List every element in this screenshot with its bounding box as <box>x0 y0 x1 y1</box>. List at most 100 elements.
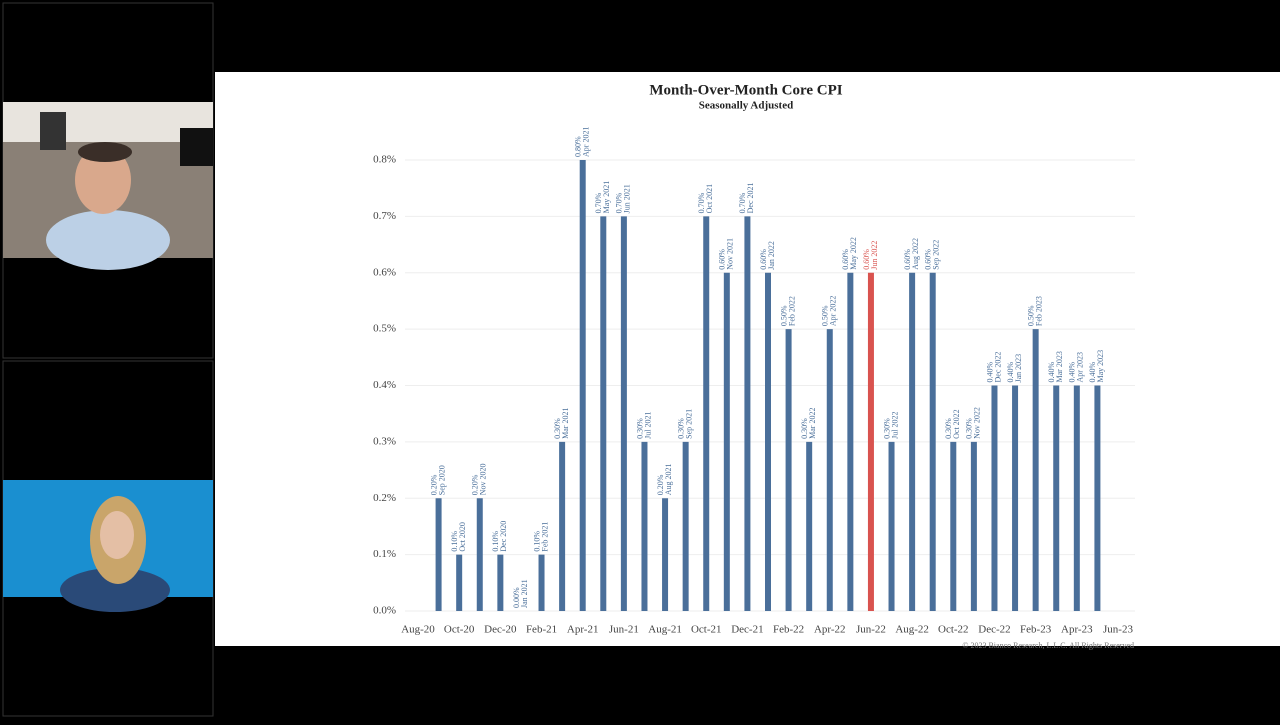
value-label: 0.30% <box>965 418 974 439</box>
value-label: 0.70% <box>697 192 706 213</box>
bar-label: Oct 2022 <box>952 409 961 439</box>
x-tick-label: Aug-21 <box>648 624 682 636</box>
value-label: 0.70% <box>738 192 747 213</box>
value-label: 0.20% <box>471 474 480 495</box>
x-tick-label: Dec-22 <box>978 624 1010 636</box>
bar-label: Dec 2022 <box>993 352 1002 383</box>
bar <box>950 441 957 611</box>
bar-label: Sep 2022 <box>932 240 941 270</box>
value-label: 0.10% <box>450 531 459 552</box>
bar-label: Jan 2023 <box>1014 354 1023 383</box>
bar <box>1053 385 1060 611</box>
bar <box>682 441 689 611</box>
x-tick-label: Feb-23 <box>1020 624 1052 636</box>
bar-label: Mar 2021 <box>561 408 570 439</box>
y-tick-label: 0.3% <box>373 435 396 447</box>
chart-subtitle: Seasonally Adjusted <box>699 100 793 112</box>
y-tick-label: 0.8% <box>373 154 396 166</box>
y-tick-label: 0.6% <box>373 266 396 278</box>
y-tick-label: 0.5% <box>373 323 396 335</box>
value-label: 0.40% <box>1047 362 1056 383</box>
bar-label: Aug 2021 <box>664 463 673 495</box>
chart-title: Month-Over-Month Core CPI <box>649 82 842 98</box>
value-label: 0.40% <box>985 362 994 383</box>
bar-label: Mar 2022 <box>808 408 817 439</box>
value-label: 0.70% <box>594 192 603 213</box>
bar <box>826 329 833 611</box>
bar <box>703 216 710 611</box>
value-label: 0.30% <box>800 418 809 439</box>
x-tick-label: Jun-23 <box>1103 624 1133 636</box>
x-tick-label: Dec-20 <box>484 624 517 636</box>
x-tick-label: Oct-21 <box>691 624 722 636</box>
y-tick-label: 0.7% <box>373 210 396 222</box>
bar <box>1032 329 1039 611</box>
face <box>100 511 134 559</box>
x-tick-label: Aug-20 <box>401 624 435 636</box>
value-label: 0.30% <box>635 418 644 439</box>
bar-label: Nov 2020 <box>479 463 488 495</box>
bar <box>970 441 977 611</box>
bar-label: Apr 2022 <box>829 296 838 326</box>
bar <box>765 272 771 611</box>
value-label: 0.30% <box>553 418 562 439</box>
webcam-woman <box>3 480 213 612</box>
bar-label: Mar 2023 <box>1055 351 1064 382</box>
bar <box>806 441 813 611</box>
bar-label: Dec 2020 <box>499 521 508 552</box>
bar-label: Oct 2021 <box>705 184 714 214</box>
webcam-man <box>3 102 213 270</box>
bar-label: Feb 2022 <box>787 296 796 326</box>
x-tick-label: Apr-21 <box>567 624 599 636</box>
x-tick-label: Aug-22 <box>895 624 929 636</box>
bar <box>476 498 483 611</box>
bar-label: Apr 2021 <box>582 127 591 157</box>
x-tick-label: Apr-23 <box>1061 624 1093 636</box>
y-tick-label: 0.0% <box>373 605 396 617</box>
bar <box>641 441 648 611</box>
bar <box>847 272 854 611</box>
monitor <box>180 128 213 166</box>
bar <box>723 272 730 611</box>
bar <box>1094 385 1101 611</box>
bar <box>538 554 545 611</box>
value-label: 0.20% <box>656 474 665 495</box>
bar <box>1073 385 1080 611</box>
bar <box>909 272 916 611</box>
bar <box>929 272 936 611</box>
bar <box>456 554 463 611</box>
x-tick-label: Feb-21 <box>526 624 557 636</box>
value-label: 0.70% <box>615 192 624 213</box>
bar-label: May 2021 <box>602 181 611 214</box>
bar <box>559 441 566 611</box>
value-label: 0.40% <box>1088 362 1097 383</box>
value-label: 0.30% <box>944 418 953 439</box>
bar <box>579 160 586 611</box>
value-label: 0.50% <box>1026 305 1035 326</box>
value-label: 0.60% <box>718 249 727 270</box>
copyright: © 2023 Bianco Research, L.L.C. All Right… <box>962 641 1134 650</box>
shirt <box>46 210 170 270</box>
bar <box>662 498 669 611</box>
value-label: 0.40% <box>1068 362 1077 383</box>
bar <box>497 554 504 611</box>
value-label: 0.30% <box>882 418 891 439</box>
value-label: 0.20% <box>429 474 438 495</box>
bar-label: Sep 2020 <box>437 465 446 495</box>
bar <box>600 216 607 611</box>
hair <box>78 142 132 162</box>
bar <box>785 329 792 611</box>
value-label: 0.10% <box>532 531 541 552</box>
bar-label: Jul 2022 <box>890 412 899 439</box>
bar <box>867 272 874 611</box>
x-tick-label: Apr-22 <box>814 624 846 636</box>
value-label: 0.60% <box>924 249 933 270</box>
bar <box>435 498 442 611</box>
bar <box>744 216 751 611</box>
frame <box>40 112 66 150</box>
bar-label: Jun 2022 <box>870 241 879 270</box>
y-tick-label: 0.2% <box>373 492 396 504</box>
bar-label: Sep 2021 <box>684 409 693 439</box>
